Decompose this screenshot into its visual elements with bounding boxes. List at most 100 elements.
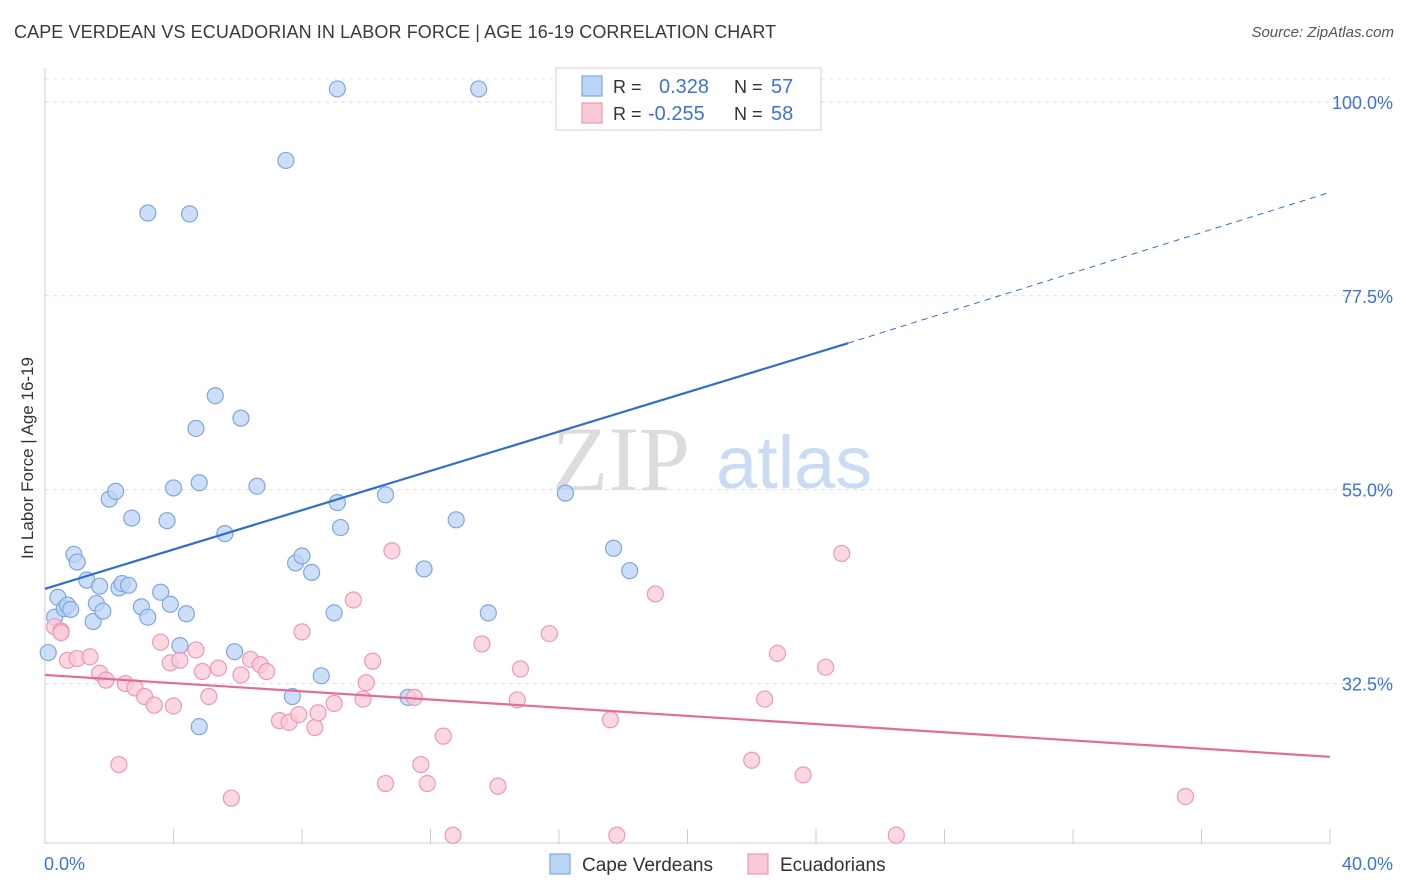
cape-verdean-point	[325, 604, 343, 622]
cape-verdean-point	[158, 512, 176, 530]
cape-verdean-point	[177, 605, 195, 623]
y-tick-label: 77.5%	[1342, 287, 1393, 307]
cape-verdean-point	[94, 602, 112, 620]
ecuadorian-point	[743, 751, 761, 769]
cape-verdean-point	[277, 151, 295, 170]
cape-verdean-point	[180, 205, 199, 223]
cape-verdean-point	[479, 604, 497, 622]
ecuadorian-point	[357, 674, 375, 692]
stats-swatch-pink	[581, 102, 603, 124]
ecuadorian-point	[489, 777, 507, 795]
stats-r-label-2: R =	[613, 104, 642, 124]
cape-verdean-point	[107, 482, 125, 500]
data-points	[39, 80, 1195, 844]
cape-verdean-point	[206, 387, 224, 405]
cape-verdean-point	[171, 637, 189, 655]
axes: 32.5% 55.0% 77.5% 100.0% 0.0% 40.0%	[44, 68, 1393, 874]
cape-verdean-point	[164, 479, 183, 497]
cape-verdean-point	[470, 80, 488, 98]
ecuadorian-point	[608, 826, 626, 844]
stats-n-label-2: N =	[734, 104, 763, 124]
ecuadorian-point	[152, 633, 170, 651]
stats-r-value-2: -0.255	[648, 103, 705, 125]
ecuadorian-point	[354, 690, 372, 708]
ecuadorian-point	[209, 659, 228, 677]
ecuadorian-point	[187, 641, 205, 659]
cape-verdean-point	[447, 511, 465, 529]
ecuadorian-point	[171, 651, 189, 669]
ecuadorian-point	[540, 624, 558, 643]
cape-verdean-point	[331, 518, 350, 537]
ecuadorian-point	[364, 652, 382, 670]
stats-n-value-1: 57	[771, 76, 793, 98]
ecuadorian-point	[293, 623, 311, 641]
ecuadorian-point	[164, 697, 183, 715]
ecuadorian-point	[306, 718, 324, 737]
ecuadorian-point	[646, 585, 664, 603]
ecuadorian-point	[412, 755, 430, 774]
trend-lines	[44, 191, 1331, 758]
stats-n-value-2: 58	[771, 103, 793, 125]
cape-verdean-point	[232, 409, 250, 427]
ecuadorian-point	[444, 826, 462, 844]
cape-verdean-point	[68, 553, 86, 571]
stats-r-label-1: R =	[613, 77, 642, 97]
watermark-zip: ZIP	[552, 408, 690, 510]
watermark-atlas: atlas	[716, 421, 872, 504]
cape-verdean-point	[225, 643, 244, 661]
cape-verdean-trend-line	[44, 342, 849, 590]
cape-verdean-point	[187, 419, 205, 438]
y-tick-label: 100.0%	[1332, 93, 1393, 113]
source-label: Source: ZipAtlas.com	[1251, 24, 1394, 41]
cape-verdean-point	[556, 484, 575, 502]
stats-r-value-1: 0.328	[659, 76, 709, 98]
legend-swatch-ecuadorians	[747, 853, 769, 875]
ecuadorian-point	[344, 591, 362, 609]
cape-verdean-point	[312, 667, 330, 685]
ecuadorian-point	[601, 711, 620, 729]
cape-verdean-point	[123, 509, 141, 527]
chart-title: CAPE VERDEAN VS ECUADORIAN IN LABOR FORC…	[14, 22, 777, 42]
ecuadorian-point	[418, 774, 436, 793]
cape-verdean-point	[415, 560, 433, 578]
ecuadorian-point	[200, 687, 218, 706]
ecuadorian-point	[110, 755, 128, 774]
legend-swatch-cape-verdeans	[549, 853, 571, 875]
cape-verdean-point	[190, 474, 208, 492]
ecuadorian-point	[887, 826, 905, 844]
legend-label-ecuadorians: Ecuadorians	[780, 855, 886, 876]
series-legend: Cape Verdeans Ecuadorians	[549, 853, 886, 876]
ecuadorian-point	[794, 766, 812, 784]
cape-verdean-point	[293, 547, 311, 565]
ecuadorian-point	[755, 690, 774, 708]
ecuadorian-point	[434, 727, 452, 745]
cape-verdean-point	[139, 608, 157, 626]
cape-verdean-point	[152, 583, 170, 601]
ecuadorian-point	[1176, 787, 1195, 806]
ecuadorian-point	[376, 774, 395, 793]
cape-verdean-point	[161, 595, 179, 613]
cape-verdean-point	[91, 577, 109, 595]
cape-verdean-point	[248, 477, 266, 495]
ecuadorian-point	[258, 662, 276, 681]
ecuadorian-point	[193, 662, 212, 681]
ecuadorian-point	[145, 696, 163, 714]
x-tick-label: 0.0%	[44, 854, 85, 874]
cape-verdean-point	[605, 539, 623, 557]
gridlines	[45, 78, 1390, 685]
ecuadorian-point	[222, 789, 240, 807]
stats-n-label-1: N =	[734, 77, 763, 97]
cape-verdean-point	[283, 687, 301, 706]
cape-verdean-point	[119, 576, 138, 594]
ecuadorian-point	[833, 544, 851, 563]
ecuadorian-point	[309, 704, 327, 722]
stats-swatch-blue	[581, 75, 603, 97]
cape-verdean-trend-extension	[847, 191, 1331, 344]
cape-verdean-point	[376, 486, 395, 504]
ecuadorian-point	[473, 635, 491, 653]
ecuadorian-point	[511, 660, 530, 678]
y-tick-label: 55.0%	[1342, 481, 1393, 501]
cape-verdean-point	[139, 204, 157, 222]
ecuadorian-point	[325, 694, 343, 712]
